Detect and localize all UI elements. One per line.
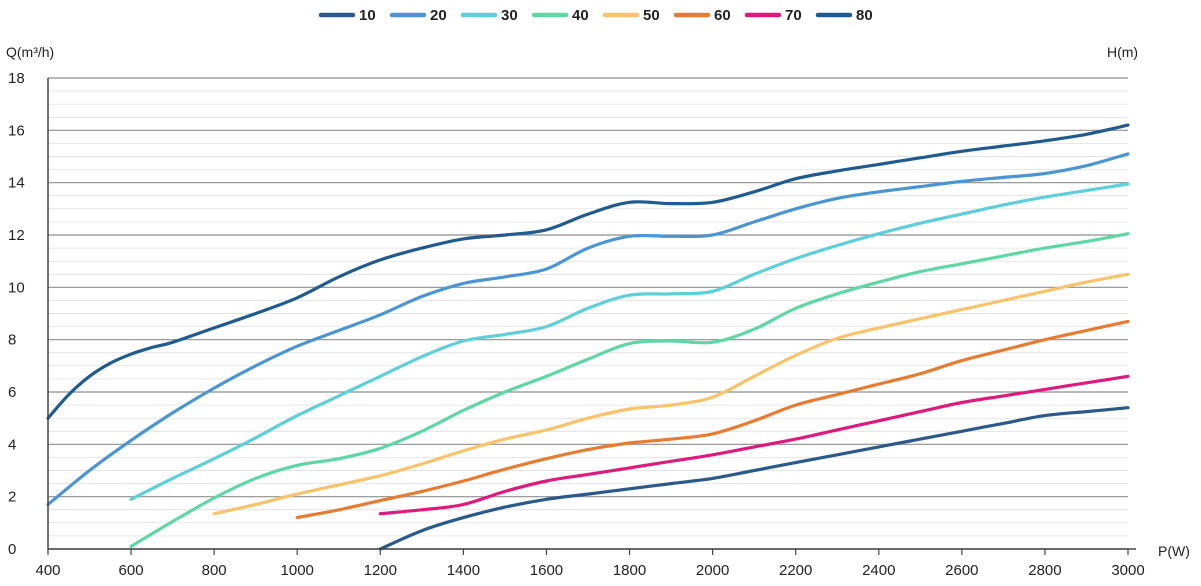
series-line-40 (129, 232, 1130, 548)
x-tick-label: 1600 (530, 562, 563, 579)
legend-label-60: 60 (714, 7, 731, 24)
series-line-70 (378, 374, 1130, 516)
y-tick-label: 8 (8, 332, 16, 349)
y-axis-label: Q(m³/h) (6, 44, 54, 60)
x-tick-label: 2800 (1028, 562, 1061, 579)
series-line-30 (129, 182, 1130, 501)
x-axis-label: P(W) (1158, 543, 1190, 559)
y-tick-label: 0 (8, 541, 16, 558)
x-tick-label: 1000 (281, 562, 314, 579)
x-tick-label: 2600 (945, 562, 978, 579)
x-tick-label: 2200 (779, 562, 812, 579)
legend: 10 20 30 40 50 60 70 80 (318, 7, 873, 24)
series-line-10 (378, 406, 1130, 551)
y-tick-label: 4 (8, 436, 16, 453)
x-tick-label: 800 (202, 562, 227, 579)
axes (47, 78, 1136, 550)
legend-label-30: 30 (501, 7, 518, 24)
x-ticks: 400 600 800 1000 1200 1400 1600 1800 2000 2200 240… (35, 549, 1145, 579)
secondary-y-axis-label: H(m) (1107, 44, 1138, 60)
series-line-80 (46, 123, 1130, 420)
legend-label-40: 40 (572, 7, 589, 24)
y-ticks: 0 2 4 6 8 10 12 14 16 18 (8, 70, 25, 558)
x-tick-label: 1400 (447, 562, 480, 579)
y-tick-label: 18 (8, 70, 25, 87)
x-tick-label: 1800 (613, 562, 646, 579)
legend-label-20: 20 (430, 7, 447, 24)
y-tick-label: 12 (8, 227, 25, 244)
x-tick-label: 2000 (696, 562, 729, 579)
grid-lines (48, 77, 1128, 550)
series-layer (46, 123, 1130, 551)
series-line-20 (46, 152, 1130, 507)
x-tick-label: 3000 (1111, 562, 1144, 579)
series-line-60 (295, 319, 1130, 520)
x-tick-label: 1200 (364, 562, 397, 579)
series-line-50 (212, 272, 1130, 516)
x-tick-label: 400 (35, 562, 60, 579)
x-tick-label: 2400 (862, 562, 895, 579)
legend-label-80: 80 (856, 7, 873, 24)
x-tick-label: 600 (119, 562, 144, 579)
y-tick-label: 16 (8, 122, 25, 139)
y-tick-label: 14 (8, 175, 25, 192)
y-tick-label: 6 (8, 384, 16, 401)
legend-label-10: 10 (359, 7, 376, 24)
y-tick-label: 10 (8, 279, 25, 296)
legend-label-70: 70 (785, 7, 802, 24)
y-tick-label: 2 (8, 489, 16, 506)
legend-label-50: 50 (643, 7, 660, 24)
